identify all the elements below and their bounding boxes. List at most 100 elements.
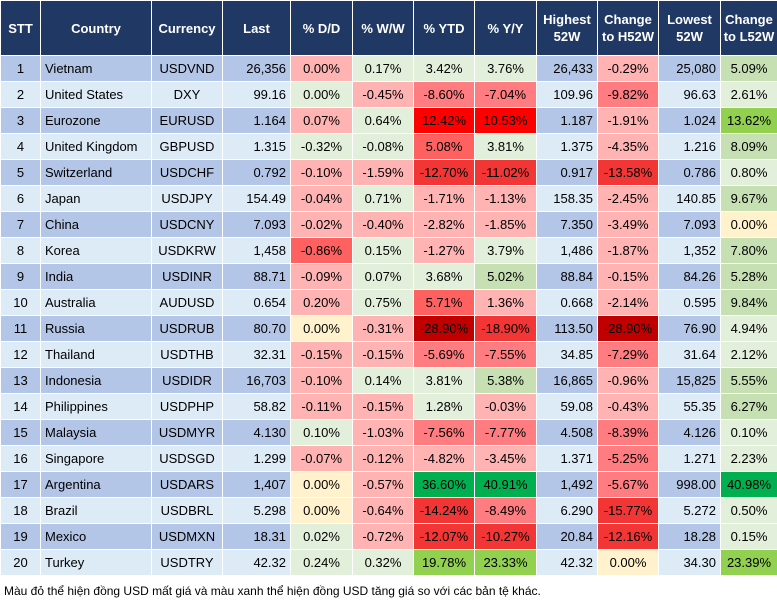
yy-cell: 10.53% (474, 107, 537, 134)
country-cell: Mexico (40, 523, 152, 550)
ww-cell: -0.64% (352, 497, 414, 524)
chg-high-cell: -1.87% (597, 237, 659, 264)
chg-low-cell: 0.10% (720, 419, 777, 446)
ytd-cell: -8.60% (413, 81, 475, 108)
table-row: 4 United Kingdom GBPUSD 1.315 -0.32% -0.08% 5.… (0, 133, 777, 160)
chg-high-cell: -28.90% (597, 315, 659, 342)
ytd-cell: -1.71% (413, 185, 475, 212)
dd-cell: -0.07% (290, 445, 353, 472)
high-cell: 1,486 (536, 237, 598, 264)
ytd-cell: -12.07% (413, 523, 475, 550)
chg-low-cell: 0.80% (720, 159, 777, 186)
last-cell: 5.298 (222, 497, 291, 524)
chg-high-cell: -7.29% (597, 341, 659, 368)
chg-low-cell: 2.12% (720, 341, 777, 368)
currency-cell: USDPHP (151, 393, 223, 420)
low-cell: 7.093 (658, 211, 721, 238)
low-cell: 18.28 (658, 523, 721, 550)
last-cell: 1,458 (222, 237, 291, 264)
dd-cell: -0.10% (290, 367, 353, 394)
chg-low-cell: 8.09% (720, 133, 777, 160)
ytd-cell: 3.42% (413, 55, 475, 82)
ww-cell: -0.40% (352, 211, 414, 238)
low-cell: 34.30 (658, 549, 721, 576)
currency-cell: USDKRW (151, 237, 223, 264)
table-row: 11 Russia USDRUB 80.70 0.00% -0.31% -28.90% -18… (0, 315, 777, 342)
chg-low-cell: 0.50% (720, 497, 777, 524)
yy-cell: -18.90% (474, 315, 537, 342)
chg-low-cell: 40.98% (720, 471, 777, 498)
chg-low-cell: 5.55% (720, 367, 777, 394)
chg-high-cell: -2.14% (597, 289, 659, 316)
country-cell: Turkey (40, 549, 152, 576)
table-row: 6 Japan USDJPY 154.49 -0.04% 0.71% -1.71% -1.13… (0, 185, 777, 212)
chg-high-cell: -8.39% (597, 419, 659, 446)
chg-low-cell: 13.62% (720, 107, 777, 134)
stt-cell: 19 (0, 523, 41, 550)
last-cell: 0.792 (222, 159, 291, 186)
chg-low-cell: 2.61% (720, 81, 777, 108)
header-ytd: % YTD (413, 0, 475, 56)
yy-cell: 5.02% (474, 263, 537, 290)
yy-cell: -0.03% (474, 393, 537, 420)
last-cell: 32.31 (222, 341, 291, 368)
ytd-cell: 3.68% (413, 263, 475, 290)
table-row: 5 Switzerland USDCHF 0.792 -0.10% -1.59% -12.7… (0, 159, 777, 186)
chg-low-cell: 4.94% (720, 315, 777, 342)
yy-cell: -10.27% (474, 523, 537, 550)
country-cell: Argentina (40, 471, 152, 498)
stt-cell: 12 (0, 341, 41, 368)
table-row: 9 India USDINR 88.71 -0.09% 0.07% 3.68% 5.02% 88… (0, 263, 777, 290)
yy-cell: -7.55% (474, 341, 537, 368)
ytd-cell: -1.27% (413, 237, 475, 264)
table-row: 19 Mexico USDMXN 18.31 0.02% -0.72% -12.07% -10… (0, 523, 777, 550)
yy-cell: -7.04% (474, 81, 537, 108)
country-cell: Switzerland (40, 159, 152, 186)
currency-cell: USDBRL (151, 497, 223, 524)
high-cell: 42.32 (536, 549, 598, 576)
last-cell: 7.093 (222, 211, 291, 238)
stt-cell: 2 (0, 81, 41, 108)
high-cell: 16,865 (536, 367, 598, 394)
dd-cell: -0.11% (290, 393, 353, 420)
table-row: 16 Singapore USDSGD 1.299 -0.07% -0.12% -4.82%… (0, 445, 777, 472)
last-cell: 18.31 (222, 523, 291, 550)
stt-cell: 17 (0, 471, 41, 498)
yy-cell: -11.02% (474, 159, 537, 186)
high-cell: 113.50 (536, 315, 598, 342)
currency-cell: USDIDR (151, 367, 223, 394)
table-row: 3 Eurozone EURUSD 1.164 0.07% 0.64% 12.42% 10.5… (0, 107, 777, 134)
ytd-cell: -5.69% (413, 341, 475, 368)
dd-cell: 0.20% (290, 289, 353, 316)
ytd-cell: -12.70% (413, 159, 475, 186)
ww-cell: -0.15% (352, 393, 414, 420)
chg-high-cell: -3.49% (597, 211, 659, 238)
currency-cell: USDINR (151, 263, 223, 290)
ytd-cell: 12.42% (413, 107, 475, 134)
yy-cell: 40.91% (474, 471, 537, 498)
ytd-cell: -2.82% (413, 211, 475, 238)
yy-cell: -1.85% (474, 211, 537, 238)
country-cell: Eurozone (40, 107, 152, 134)
low-cell: 140.85 (658, 185, 721, 212)
low-cell: 1.271 (658, 445, 721, 472)
footnote: Màu đỏ thể hiện đồng USD mất giá và màu … (4, 584, 541, 598)
country-cell: Singapore (40, 445, 152, 472)
country-cell: Russia (40, 315, 152, 342)
table-row: 18 Brazil USDBRL 5.298 0.00% -0.64% -14.24% -8.… (0, 497, 777, 524)
dd-cell: -0.15% (290, 341, 353, 368)
high-cell: 1.187 (536, 107, 598, 134)
ww-cell: -0.45% (352, 81, 414, 108)
ww-cell: 0.17% (352, 55, 414, 82)
low-cell: 15,825 (658, 367, 721, 394)
ytd-cell: -28.90% (413, 315, 475, 342)
stt-cell: 5 (0, 159, 41, 186)
last-cell: 1.315 (222, 133, 291, 160)
header-yy: % Y/Y (474, 0, 537, 56)
last-cell: 1,407 (222, 471, 291, 498)
header-currency: Currency (151, 0, 223, 56)
chg-low-cell: 6.27% (720, 393, 777, 420)
header-high: Highest 52W (536, 0, 598, 56)
stt-cell: 4 (0, 133, 41, 160)
high-cell: 34.85 (536, 341, 598, 368)
